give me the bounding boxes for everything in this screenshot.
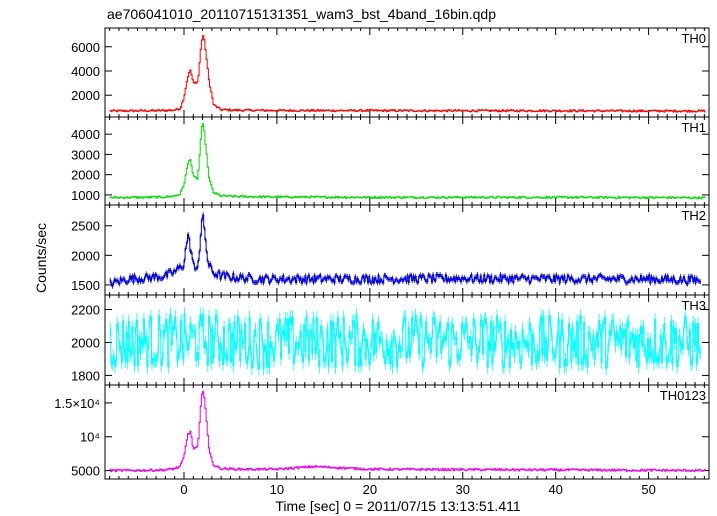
- y-tick-label: 3000: [71, 147, 100, 162]
- y-tick-label: 1500: [71, 278, 100, 293]
- x-axis-label: Time [sec] 0 = 2011/07/15 13:13:51.411: [275, 498, 521, 514]
- y-tick-label: 4000: [71, 64, 100, 79]
- panel-label: TH1: [681, 120, 706, 135]
- panel-label: TH3: [681, 298, 706, 313]
- panel-label: TH0123: [660, 388, 706, 403]
- y-tick-label: 1000: [71, 188, 100, 203]
- x-tick-label: 30: [456, 482, 470, 497]
- x-tick-label: 50: [641, 482, 655, 497]
- panel-frame: [104, 27, 710, 118]
- chart-title: ae706041010_20110715131351_wam3_bst_4ban…: [107, 6, 496, 22]
- x-tick-label: 40: [548, 482, 562, 497]
- y-tick-label: 4000: [71, 127, 100, 142]
- series-line: [109, 123, 706, 200]
- y-tick-label: 2000: [71, 248, 100, 263]
- y-tick-label: 1.5×10⁴: [54, 396, 100, 411]
- panels: 2000 4000 6000 TH0 1000 2000 3000 4000 TH1 1500 20…: [54, 27, 710, 497]
- panel-th0123: 0 10 20 30 40 50 5000 10⁴ 1.5×10⁴ TH0123: [54, 384, 710, 497]
- x-tick-label: 20: [363, 482, 377, 497]
- panel-label: TH0: [681, 31, 706, 46]
- y-tick-label: 10⁴: [80, 430, 100, 445]
- x-tick-label: 10: [270, 482, 284, 497]
- y-tick-label: 6000: [71, 40, 100, 55]
- panel-frame: [104, 384, 710, 480]
- y-tick-label: 2000: [71, 335, 100, 350]
- y-tick-label: 2500: [71, 219, 100, 234]
- series-line: [109, 313, 701, 370]
- y-tick-label: 2000: [71, 168, 100, 183]
- panel-th2: 1500 2000 2500 TH2: [71, 204, 710, 296]
- y-axis-label: Counts/sec: [33, 223, 49, 293]
- panel-label: TH2: [681, 208, 706, 223]
- y-tick-label: 5000: [71, 464, 100, 479]
- panel-th3: 1800 2000 2200 TH3: [71, 294, 710, 386]
- y-tick-label: 1800: [71, 368, 100, 383]
- y-tick-label: 2000: [71, 88, 100, 103]
- series-line: [109, 391, 706, 472]
- series-line: [109, 35, 706, 113]
- panel-frame: [104, 116, 710, 206]
- series-line: [109, 214, 701, 287]
- x-tick-label: 0: [180, 482, 187, 497]
- y-tick-label: 2200: [71, 303, 100, 318]
- panel-th1: 1000 2000 3000 4000 TH1: [71, 116, 710, 206]
- panel-th0: 2000 4000 6000 TH0: [71, 27, 710, 118]
